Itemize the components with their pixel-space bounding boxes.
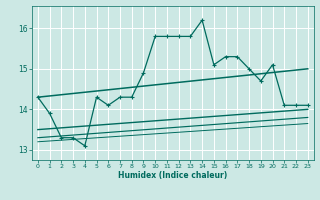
X-axis label: Humidex (Indice chaleur): Humidex (Indice chaleur) bbox=[118, 171, 228, 180]
